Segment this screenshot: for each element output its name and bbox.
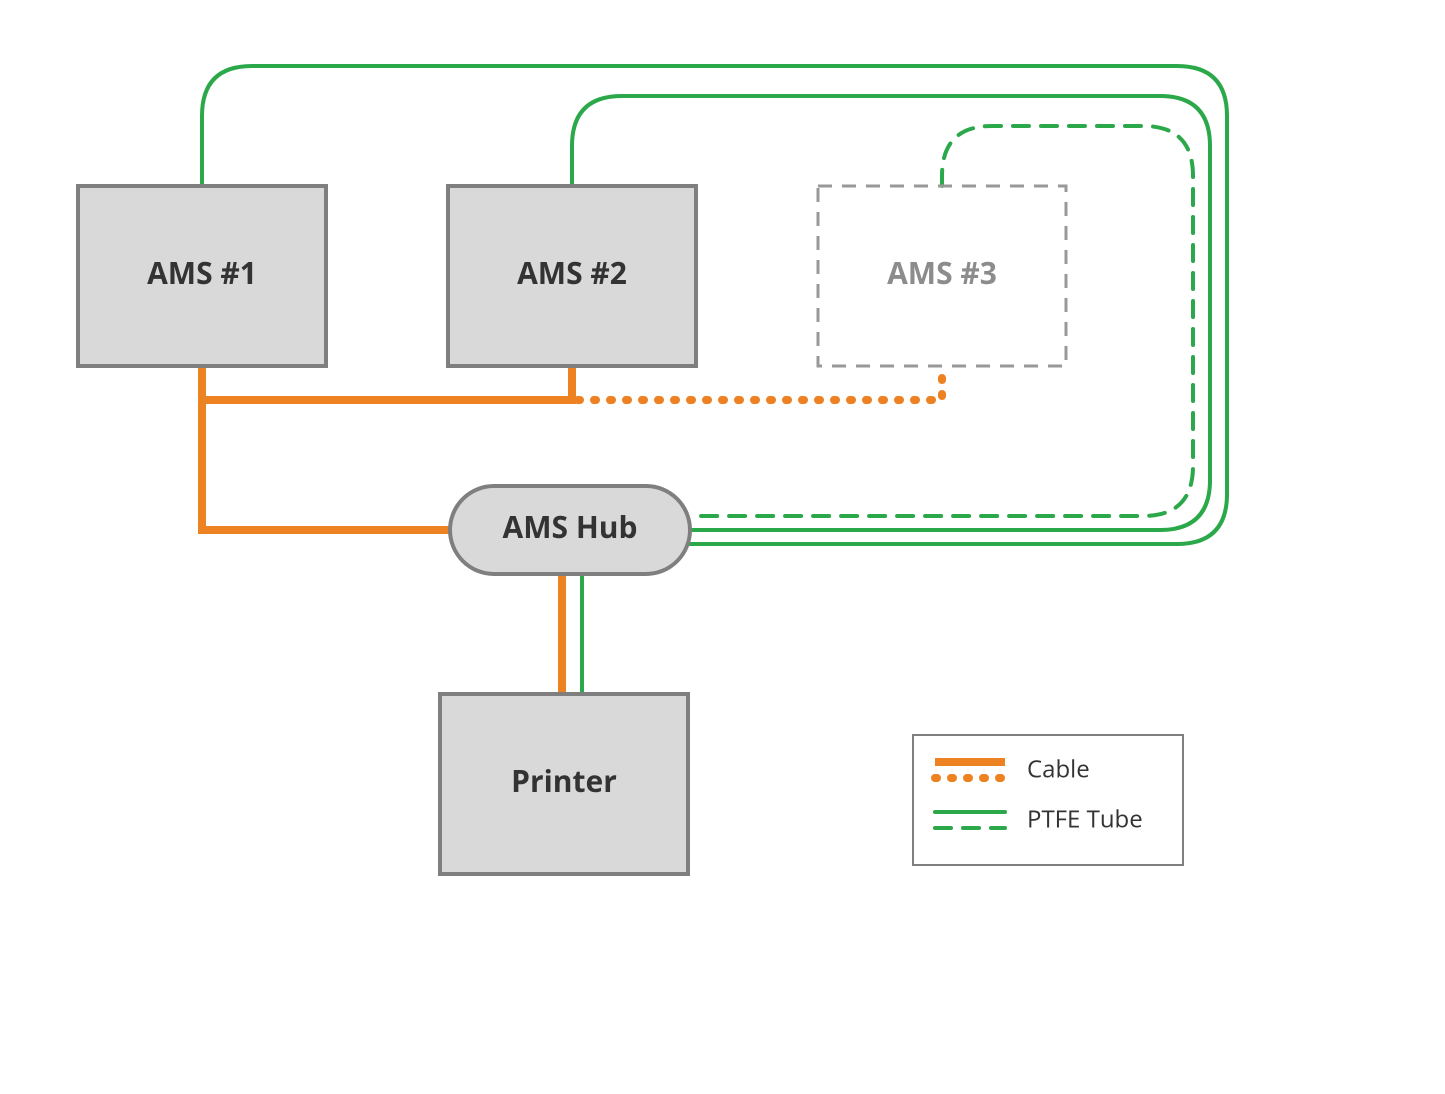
node-ams2: AMS #2 xyxy=(448,186,696,366)
legend-label-cable: Cable xyxy=(1027,752,1090,785)
node-ams1: AMS #1 xyxy=(78,186,326,366)
node-hub: AMS Hub xyxy=(450,486,690,574)
connection-diagram: AMS #1 AMS #2 AMS #3 AMS Hub Printer Cable PTF… xyxy=(0,0,1445,1094)
node-hub-label: AMS Hub xyxy=(503,506,638,547)
cable-ams2-ams3-optional xyxy=(578,366,942,400)
legend-label-ptfe: PTFE Tube xyxy=(1027,802,1143,835)
node-ams3-label: AMS #3 xyxy=(887,252,997,293)
node-printer: Printer xyxy=(440,694,688,874)
ptfe-ams1-hub xyxy=(202,66,1227,544)
node-ams2-label: AMS #2 xyxy=(517,252,627,293)
cable-ams2-ams1 xyxy=(202,366,572,400)
cable-ams1-hub xyxy=(202,366,450,530)
node-printer-label: Printer xyxy=(511,760,617,801)
legend: Cable PTFE Tube xyxy=(913,735,1183,865)
ptfe-tube-layer xyxy=(202,66,1227,694)
legend-layer: Cable PTFE Tube xyxy=(913,735,1183,865)
node-ams1-label: AMS #1 xyxy=(147,252,257,293)
node-ams3: AMS #3 xyxy=(818,186,1066,366)
